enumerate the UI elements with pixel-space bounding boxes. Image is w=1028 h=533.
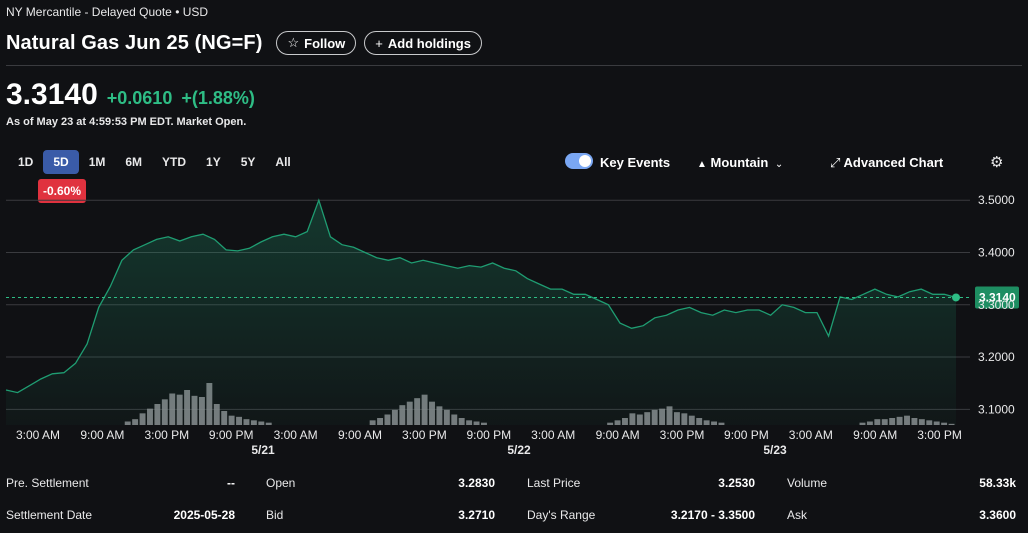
add-holdings-button[interactable]: + Add holdings (364, 31, 482, 55)
title-row: Natural Gas Jun 25 (NG=F) ☆ Follow + Add… (6, 30, 482, 56)
stat-label-pre-settlement: Pre. Settlement (6, 476, 89, 490)
follow-button[interactable]: ☆ Follow (276, 31, 357, 55)
y-tick-label: 3.4000 (978, 246, 1015, 260)
exchange-label: NY Mercantile - Delayed Quote • USD (6, 5, 209, 19)
stat-value-days-range: 3.2170 - 3.3500 (670, 508, 755, 522)
y-axis-labels: 3.5000 3.4000 3.3000 3.2000 3.1000 (978, 195, 1015, 416)
stat-label-volume: Volume (787, 476, 828, 490)
y-tick-label: 3.3000 (978, 298, 1015, 312)
day-label: 5/22 (507, 443, 531, 457)
stat-label-bid: Bid (266, 508, 284, 522)
x-tick-label: 3:00 AM (789, 428, 833, 442)
gear-icon[interactable]: ⚙ (990, 154, 1004, 171)
mountain-icon: ▲ (697, 159, 707, 170)
y-tick-label: 3.1000 (978, 402, 1015, 416)
range-tab-6m[interactable]: 6M (125, 155, 143, 169)
stat-label-ask: Ask (787, 508, 808, 522)
star-icon: ☆ (287, 35, 300, 50)
last-price-dot (952, 293, 960, 302)
period-change-badge: -0.60% (38, 179, 87, 203)
advanced-chart-label: Advanced Chart (843, 155, 944, 170)
follow-label: Follow (304, 35, 346, 51)
range-tab-1m[interactable]: 1M (88, 155, 106, 169)
range-tab-ytd[interactable]: YTD (162, 155, 187, 169)
x-tick-label: 9:00 AM (338, 428, 382, 442)
page-title: Natural Gas Jun 25 (NG=F) (6, 31, 263, 54)
x-tick-label: 3:00 AM (531, 428, 575, 442)
header-divider (6, 65, 1022, 66)
range-tab-1d[interactable]: 1D (18, 155, 34, 169)
x-tick-label: 3:00 AM (274, 428, 318, 442)
x-tick-label: 9:00 PM (724, 428, 769, 442)
stat-value-settlement-date: 2025-05-28 (173, 508, 235, 522)
range-tabs: 1D 5D 1M 6M YTD 1Y 5Y All (8, 150, 301, 174)
x-tick-label: 9:00 AM (80, 428, 124, 442)
price-chart[interactable]: 3.3140 3.5000 3.4000 3.3000 3.2000 3.1000 3:… (0, 195, 1028, 457)
y-tick-label: 3.5000 (978, 195, 1015, 207)
x-tick-label: 9:00 AM (596, 428, 640, 442)
x-tick-label: 3:00 AM (16, 428, 60, 442)
price-change-percent: +(1.88%) (181, 88, 255, 108)
range-tab-5d[interactable]: 5D (43, 150, 79, 174)
price-row: 3.3140 +0.0610 +(1.88%) (6, 78, 255, 112)
svg-text:3.3140: 3.3140 (979, 290, 1016, 304)
expand-icon: ⤢ (830, 155, 841, 170)
chart-type-dropdown[interactable]: ▲ Mountain ⌄ (697, 155, 783, 170)
x-tick-label: 9:00 AM (853, 428, 897, 442)
add-holdings-label: Add holdings (387, 35, 471, 51)
chart-type-label: Mountain (710, 155, 769, 170)
x-tick-label: 3:00 PM (402, 428, 447, 442)
stat-label-days-range: Day's Range (527, 508, 596, 522)
chevron-down-icon: ⌄ (774, 159, 784, 170)
stat-value-bid: 3.2710 (458, 508, 495, 522)
range-tab-1y[interactable]: 1Y (206, 155, 221, 169)
price-change: +0.0610 (106, 88, 173, 108)
x-tick-label: 9:00 PM (209, 428, 254, 442)
current-price: 3.3140 (6, 78, 98, 111)
key-events-toggle[interactable] (565, 153, 593, 169)
x-tick-label: 3:00 PM (917, 428, 962, 442)
advanced-chart-button[interactable]: ⤢ Advanced Chart (830, 155, 943, 171)
stat-value-last-price: 3.2530 (718, 476, 755, 490)
x-tick-label: 9:00 PM (466, 428, 511, 442)
key-events-label[interactable]: Key Events (600, 155, 671, 170)
price-area (6, 200, 956, 425)
plus-icon: + (375, 35, 383, 51)
stat-value-volume: 58.33k (979, 476, 1016, 490)
price-line (5, 198, 957, 394)
quote-timestamp: As of May 23 at 4:59:53 PM EDT. Market O… (6, 116, 247, 128)
stat-label-last-price: Last Price (527, 476, 581, 490)
day-label: 5/21 (251, 443, 275, 457)
range-tab-all[interactable]: All (275, 155, 291, 169)
current-price-tag: 3.3140 (975, 286, 1019, 309)
stat-value-pre-settlement: -- (227, 476, 235, 490)
stat-label-settlement-date: Settlement Date (6, 508, 93, 522)
x-tick-label: 3:00 PM (144, 428, 189, 442)
range-tab-5y[interactable]: 5Y (240, 155, 256, 169)
y-tick-label: 3.2000 (978, 350, 1015, 364)
x-axis-labels: 3:00 AM 9:00 AM 3:00 PM 9:00 PM 3:00 AM 9:00 … (16, 428, 962, 457)
stat-label-open: Open (266, 476, 296, 490)
x-tick-label: 3:00 PM (660, 428, 705, 442)
stat-value-ask: 3.3600 (979, 508, 1016, 522)
day-label: 5/23 (763, 443, 787, 457)
stat-value-open: 3.2830 (458, 476, 495, 490)
